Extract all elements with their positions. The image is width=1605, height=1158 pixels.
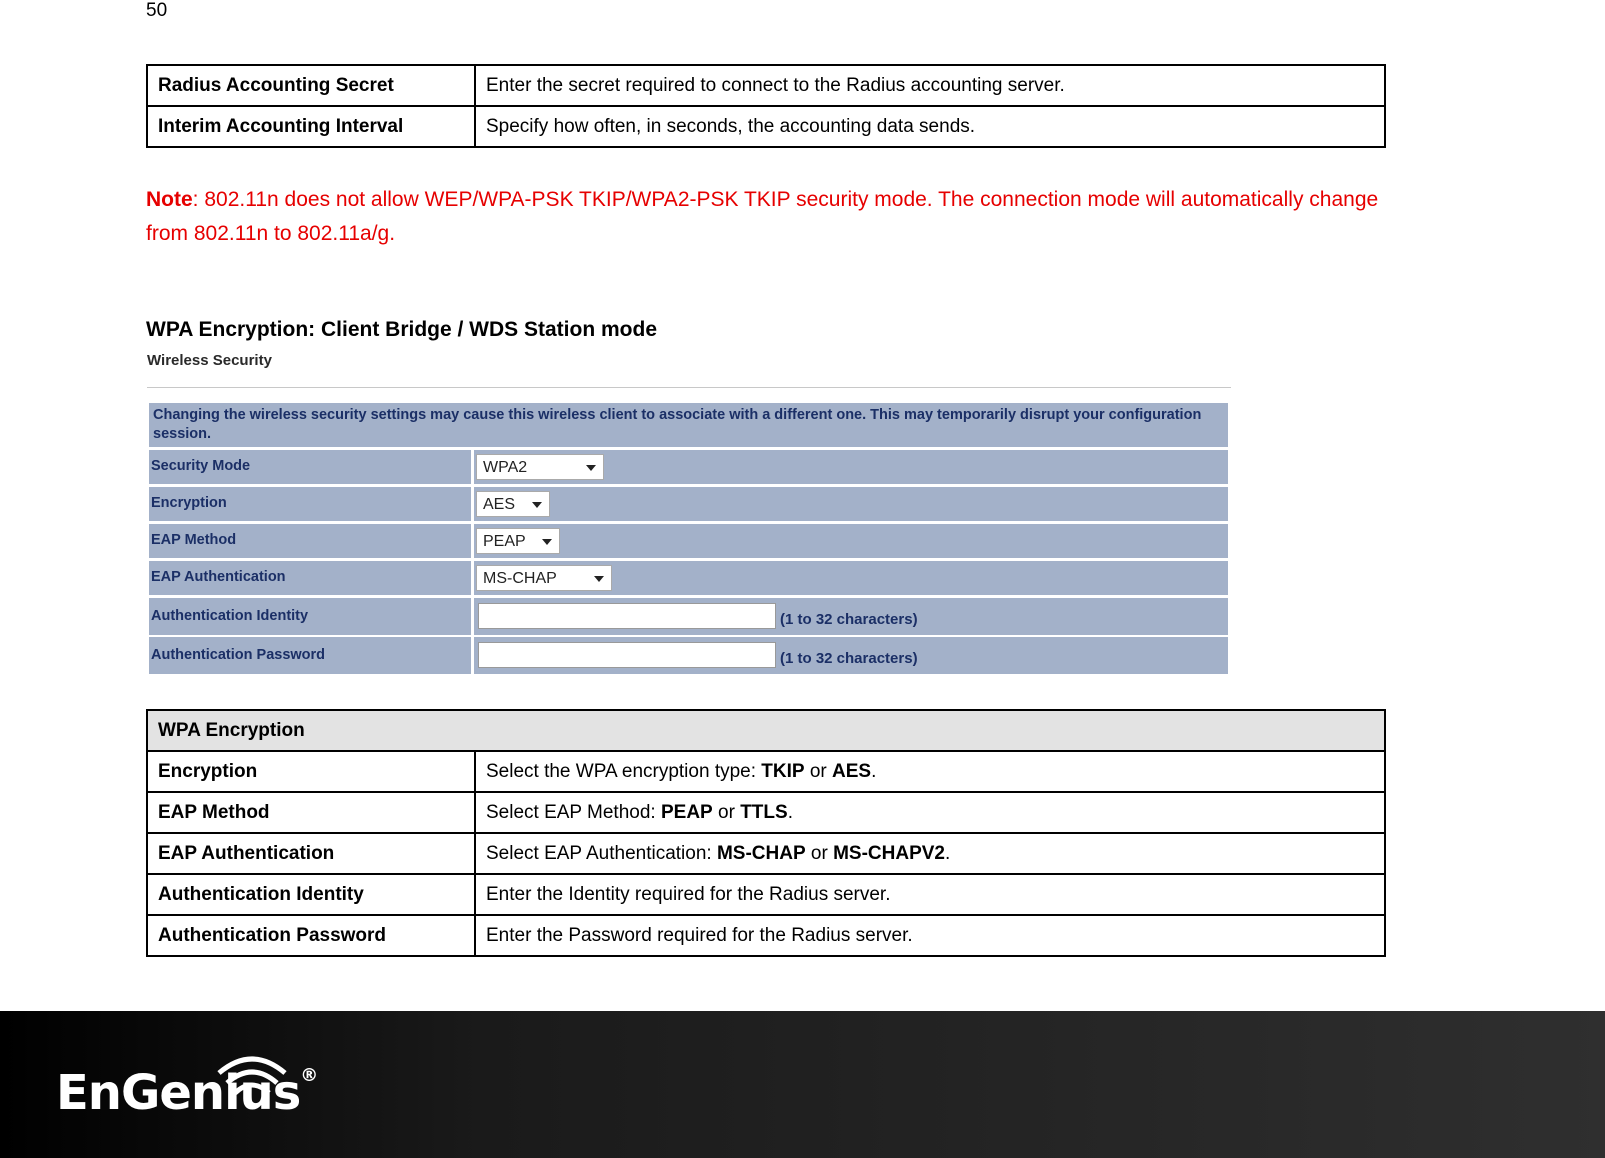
input-hint: (1 to 32 characters) (780, 649, 918, 667)
table-header-row: WPA Encryption (146, 709, 1386, 752)
description-text: . (945, 842, 951, 864)
column-divider (471, 487, 474, 521)
logo: EnGenius® (56, 1065, 318, 1121)
table-row: Authentication Password Enter the Passwor… (146, 914, 1386, 957)
option-name: PEAP (660, 801, 713, 823)
table-row: EAP Method Select EAP Method: PEAP or TTL… (146, 791, 1386, 834)
description-text: or (805, 842, 834, 864)
dropdown: PEAP (476, 528, 560, 554)
table-row: EAP Authentication Select EAP Authenticat… (146, 832, 1386, 875)
dropdown: WPA2 (476, 454, 604, 480)
form-label: EAP Method (151, 532, 237, 548)
section-title: WPA Encryption: Client Bridge / WDS Stat… (146, 318, 658, 341)
column-divider (471, 637, 474, 674)
column-divider (471, 524, 474, 558)
form-label: Encryption (151, 495, 227, 511)
column-divider (471, 598, 474, 635)
page-number: 50 (146, 0, 168, 21)
note-text: : 802.11n does not allow WEP/WPA-PSK TKI… (146, 188, 1379, 245)
row-description: Enter the Identity required for the Radi… (474, 873, 1386, 916)
option-name: MS-CHAP (716, 842, 806, 864)
note-label: Note (146, 188, 193, 211)
option-name: AES (832, 760, 872, 782)
column-divider (471, 450, 474, 484)
column-divider (471, 561, 474, 595)
row-description: Select EAP Authentication: MS-CHAP or MS… (474, 832, 1386, 875)
row-description: Select the WPA encryption type: TKIP or … (474, 750, 1386, 793)
table-row: Authentication Identity Enter the Identit… (146, 873, 1386, 916)
row-description: Specify how often, in seconds, the accou… (474, 105, 1386, 148)
form-row: EAP Method PEAP (149, 524, 1228, 558)
text-input (478, 641, 776, 668)
table-row: Radius Accounting Secret Enter the secret… (146, 64, 1386, 107)
description-text: . (871, 760, 877, 782)
row-label: Radius Accounting Secret (146, 64, 476, 107)
table-header: WPA Encryption (146, 709, 1386, 752)
footer (0, 1011, 1605, 1158)
option-name: TTLS (740, 801, 788, 823)
form-row: Encryption AES (149, 487, 1228, 521)
separator (147, 387, 1231, 388)
form-row: EAP Authentication MS-CHAP (149, 561, 1228, 595)
row-description: Enter the Password required for the Radi… (474, 914, 1386, 957)
description-text: Select the WPA encryption type: (486, 760, 762, 782)
row-label: Authentication Password (146, 914, 476, 957)
row-label: Encryption (146, 750, 476, 793)
text-input (478, 602, 776, 629)
row-description: Enter the secret required to connect to … (474, 64, 1386, 107)
form-row: Authentication Identity (1 to 32 characte… (149, 598, 1228, 635)
option-name: TKIP (761, 760, 805, 782)
description-text: or (712, 801, 741, 823)
input-hint: (1 to 32 characters) (780, 610, 918, 628)
note: Note: 802.11n does not allow WEP/WPA-PSK… (146, 183, 1386, 251)
form-label: EAP Authentication (151, 569, 286, 585)
form-label: Security Mode (151, 458, 251, 474)
logo-waves (217, 1056, 287, 1095)
description-text: or (804, 760, 833, 782)
option-name: MS-CHAPV2 (833, 842, 945, 864)
description-text: Select EAP Authentication: (486, 842, 717, 864)
description-text: Select EAP Method: (486, 801, 661, 823)
logo-mark: ® (300, 1065, 318, 1086)
row-label: Authentication Identity (146, 873, 476, 916)
row-label: EAP Authentication (146, 832, 476, 875)
dropdown: AES (476, 491, 550, 517)
parameter-table: Radius Accounting Secret Enter the secret… (146, 64, 1386, 148)
table-row: Encryption Select the WPA encryption type… (146, 750, 1386, 793)
screenshot-warning: Changing the wireless security settings … (149, 403, 1228, 447)
description-text: Enter the Identity required for the Radi… (486, 883, 891, 905)
form-label: Authentication Identity (151, 607, 309, 624)
row-label: Interim Accounting Interval (146, 105, 476, 148)
description-text: . (787, 801, 793, 823)
row-description: Select EAP Method: PEAP or TTLS. (474, 791, 1386, 834)
description-text: Enter the Password required for the Radi… (486, 924, 913, 946)
form-label: Authentication Password (151, 646, 326, 663)
form-row: Security Mode WPA2 (149, 450, 1228, 484)
dropdown: MS-CHAP (476, 565, 612, 591)
logo-text: EnGenius (56, 1065, 301, 1121)
wpa-table: WPA Encryption Encryption Select the WPA e… (146, 709, 1386, 957)
screenshot-title: Wireless Security (147, 352, 272, 369)
table-row: Interim Accounting Interval Specify how o… (146, 105, 1386, 148)
form-row: Authentication Password (1 to 32 characte… (149, 637, 1228, 674)
row-label: EAP Method (146, 791, 476, 834)
